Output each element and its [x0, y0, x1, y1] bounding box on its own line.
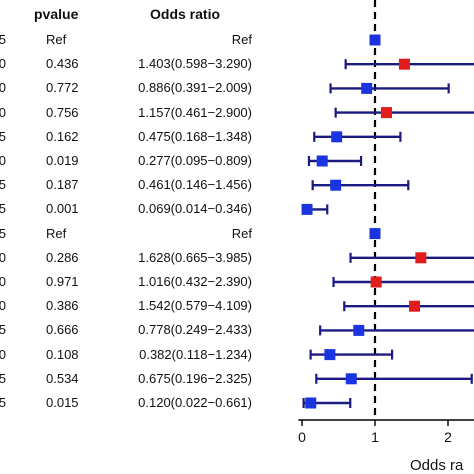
- x-tick-label: 2: [444, 429, 452, 445]
- row-odds-ratio: 0.778(0.249−2.433): [138, 322, 252, 338]
- odds-ratio-header: Odds ratio: [150, 6, 221, 22]
- estimate-marker: [324, 349, 336, 361]
- row-pvalue: 0.187: [46, 177, 79, 193]
- row-label-fragment: 5: [0, 395, 6, 410]
- row-odds-ratio: 0.069(0.014−0.346): [138, 201, 252, 217]
- row-label-fragment: 30: [0, 298, 6, 314]
- row-pvalue: 0.001: [46, 201, 79, 217]
- row-pvalue: 0.436: [46, 56, 79, 72]
- estimate-marker: [361, 82, 373, 94]
- estimate-marker: [398, 58, 410, 70]
- row-odds-ratio: 0.120(0.022−0.661): [138, 395, 252, 410]
- row-pvalue: 0.286: [46, 249, 79, 265]
- row-odds-ratio: 1.542(0.579−4.109): [138, 298, 252, 314]
- row-pvalue: Ref: [46, 32, 67, 47]
- row-label-fragment: 30: [0, 153, 6, 168]
- estimate-marker: [369, 34, 381, 46]
- row-odds-ratio: 0.675(0.196−2.325): [138, 370, 252, 386]
- row-pvalue: 0.666: [46, 322, 79, 338]
- estimate-marker: [316, 155, 328, 167]
- row-odds-ratio: Ref: [231, 225, 252, 241]
- row-odds-ratio: 1.403(0.598−3.290): [138, 56, 252, 72]
- estimate-marker: [369, 228, 381, 240]
- row-label-fragment: 35: [0, 128, 6, 144]
- row-odds-ratio: Ref: [231, 32, 252, 47]
- estimate-marker: [301, 203, 313, 215]
- row-pvalue: 0.108: [46, 346, 79, 362]
- estimate-marker: [305, 397, 317, 409]
- estimate-marker: [345, 373, 357, 385]
- row-pvalue: 0.019: [46, 153, 79, 168]
- row-odds-ratio: 0.886(0.391−2.009): [138, 80, 252, 96]
- estimate-marker: [331, 131, 343, 143]
- x-axis-label: Odds ra: [410, 457, 464, 474]
- row-pvalue: 0.534: [46, 370, 79, 386]
- row-label-fragment: 30: [0, 104, 6, 120]
- estimate-marker: [409, 300, 421, 312]
- row-odds-ratio: 1.157(0.461−2.900): [138, 104, 252, 120]
- row-pvalue: 0.386: [46, 298, 79, 314]
- row-label-fragment: 30: [0, 56, 6, 72]
- row-pvalue: 0.971: [46, 274, 79, 289]
- row-label-fragment: 35: [0, 370, 6, 386]
- row-odds-ratio: 0.277(0.095−0.809): [138, 153, 252, 168]
- row-pvalue: 0.015: [46, 395, 79, 410]
- row-pvalue: Ref: [46, 225, 67, 241]
- estimate-marker: [415, 252, 427, 264]
- row-label-fragment: 30: [0, 80, 6, 96]
- row-label-fragment: 30: [0, 249, 6, 265]
- row-pvalue: 0.772: [46, 80, 79, 96]
- x-tick-label: 0: [298, 429, 306, 445]
- row-pvalue: 0.756: [46, 104, 79, 120]
- row-pvalue: 0.162: [46, 128, 79, 144]
- row-label-fragment: 30: [0, 274, 6, 289]
- row-label-fragment: 35: [0, 177, 6, 193]
- row-label-fragment: 5: [0, 201, 6, 217]
- estimate-marker: [380, 107, 392, 119]
- estimate-marker: [353, 324, 365, 336]
- row-label-fragment: 30: [0, 346, 6, 362]
- row-label-fragment: 35: [0, 322, 6, 338]
- row-odds-ratio: 0.475(0.168−1.348): [138, 128, 252, 144]
- row-label-fragment: 25: [0, 32, 6, 47]
- row-label-fragment: 25: [0, 225, 6, 241]
- row-odds-ratio: 0.461(0.146−1.456): [138, 177, 252, 193]
- x-tick-label: 1: [371, 429, 379, 445]
- row-odds-ratio: 1.016(0.432−2.390): [138, 274, 252, 289]
- row-odds-ratio: 1.628(0.665−3.985): [138, 249, 252, 265]
- pvalue-header: pvalue: [34, 6, 79, 22]
- estimate-marker: [370, 276, 382, 288]
- estimate-marker: [330, 179, 342, 191]
- row-odds-ratio: 0.382(0.118−1.234): [139, 346, 252, 362]
